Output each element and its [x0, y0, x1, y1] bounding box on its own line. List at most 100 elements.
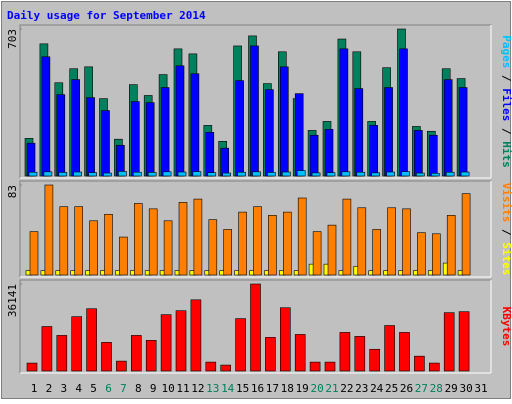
bar — [235, 318, 246, 372]
bar — [148, 208, 158, 276]
bar — [326, 172, 336, 177]
bar — [29, 231, 39, 276]
bar — [324, 129, 334, 177]
bar — [294, 334, 306, 372]
bar — [458, 311, 470, 372]
bar — [190, 73, 200, 177]
bar — [73, 171, 82, 177]
bar — [250, 45, 259, 177]
legend-separator: / — [500, 68, 512, 88]
bar — [417, 232, 426, 276]
bar — [443, 312, 455, 372]
bar — [312, 231, 322, 276]
bar — [265, 89, 274, 177]
x-tick-label: 29 — [445, 382, 458, 395]
legend-entry: Visits — [500, 183, 512, 223]
bar — [145, 340, 157, 372]
bar — [445, 171, 455, 177]
bar — [431, 233, 441, 276]
bar — [356, 171, 366, 177]
bar — [402, 208, 411, 276]
chart-title: Daily usage for September 2014 — [7, 9, 206, 22]
bar — [401, 171, 410, 177]
bar — [205, 361, 217, 372]
x-tick-label: 27 — [415, 382, 428, 395]
bar — [309, 134, 319, 177]
bar — [265, 337, 276, 372]
bar — [384, 87, 393, 177]
legend-entry: Files — [500, 88, 512, 121]
x-tick-label: 10 — [161, 382, 174, 395]
bar — [357, 207, 367, 276]
bar — [341, 171, 351, 177]
x-tick-label: 28 — [430, 382, 443, 395]
bar — [131, 335, 142, 372]
x-tick-label: 8 — [135, 382, 142, 395]
bar — [369, 348, 381, 372]
legend-entry: Hits — [500, 141, 512, 168]
bar — [339, 332, 351, 372]
bar — [190, 299, 202, 372]
bar — [324, 361, 336, 372]
bar — [267, 172, 276, 177]
bar — [104, 213, 113, 276]
bar — [220, 147, 229, 177]
bar — [58, 172, 68, 177]
bar — [268, 215, 277, 276]
bar — [386, 171, 395, 177]
bar — [101, 342, 112, 372]
bar — [86, 308, 97, 372]
bar — [26, 362, 38, 372]
bar — [460, 171, 470, 177]
y-tick-label: 36141 — [6, 284, 19, 317]
x-tick-label: 7 — [120, 382, 127, 395]
bar — [414, 130, 423, 177]
x-tick-label: 1 — [31, 382, 38, 395]
bar — [175, 310, 187, 372]
bar — [446, 215, 456, 276]
bar — [89, 220, 98, 276]
bar — [327, 224, 337, 276]
bar — [387, 207, 396, 276]
bar — [41, 326, 53, 372]
bar — [131, 101, 140, 177]
bar — [458, 87, 468, 177]
bar — [192, 171, 202, 177]
x-tick-label: 24 — [370, 382, 384, 395]
bar — [207, 172, 217, 177]
bar — [160, 314, 172, 372]
bar — [253, 206, 262, 276]
legend: Visits / Sites — [500, 183, 512, 276]
x-tick-label: 9 — [150, 382, 157, 395]
bar — [461, 193, 471, 276]
x-tick-label: 17 — [266, 382, 279, 395]
bar — [279, 307, 291, 372]
x-tick-label: 2 — [46, 382, 53, 395]
bar — [163, 220, 173, 276]
bar — [178, 202, 188, 276]
bar — [443, 79, 453, 177]
bar — [414, 355, 425, 372]
bar — [296, 170, 306, 177]
bar — [428, 362, 440, 372]
x-tick-label: 19 — [296, 382, 309, 395]
bar — [371, 172, 381, 177]
x-tick-label: 14 — [221, 382, 235, 395]
bar — [339, 48, 349, 177]
bar — [222, 172, 231, 177]
bar — [116, 360, 127, 372]
x-tick-label: 22 — [340, 382, 353, 395]
bar — [118, 171, 127, 177]
bar — [354, 336, 366, 372]
bar — [223, 229, 232, 276]
bar — [399, 48, 408, 177]
bar — [101, 110, 110, 177]
bar — [41, 56, 51, 177]
x-tick-label: 25 — [385, 382, 398, 395]
x-tick-label: 6 — [105, 382, 112, 395]
x-tick-label: 30 — [459, 382, 472, 395]
bar — [86, 97, 95, 177]
bar — [237, 171, 246, 177]
bar — [416, 172, 425, 177]
